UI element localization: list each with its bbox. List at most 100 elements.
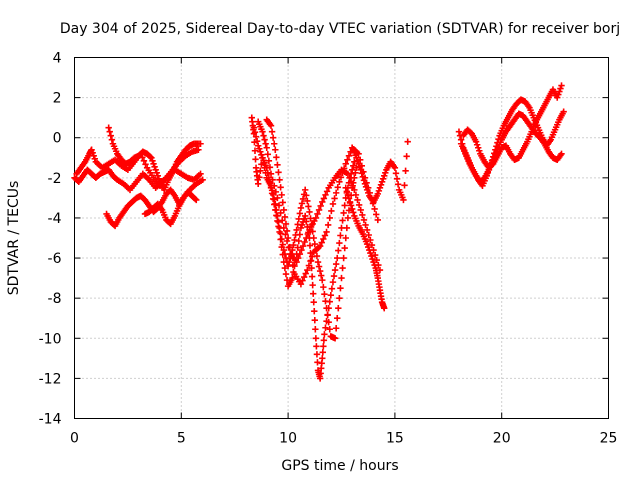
data-point [402, 167, 409, 175]
data-point [367, 249, 374, 257]
data-point [359, 211, 366, 219]
y-tick-label: -4 [48, 211, 62, 227]
data-point [258, 151, 265, 158]
data-point [351, 158, 358, 165]
data-point [307, 215, 314, 222]
data-point [252, 133, 260, 140]
data-point [197, 170, 204, 178]
data-point [374, 216, 382, 224]
data-point [272, 200, 279, 208]
data-point [151, 163, 158, 171]
data-point [105, 124, 112, 131]
data-point [320, 235, 327, 243]
data-point [360, 216, 368, 224]
data-point [365, 243, 372, 251]
data-point [361, 180, 369, 188]
data-point [455, 128, 463, 135]
data-point [274, 212, 281, 220]
data-point [343, 188, 351, 195]
data-point [271, 140, 278, 147]
data-point [259, 128, 266, 135]
data-point [371, 251, 379, 259]
data-point [311, 240, 318, 248]
data-point [347, 202, 355, 209]
data-point [272, 188, 280, 196]
data-point [317, 202, 324, 210]
data-point [278, 191, 285, 199]
data-point [309, 281, 316, 289]
data-point [318, 239, 325, 246]
data-point [379, 175, 387, 183]
data-point [344, 191, 352, 199]
data-point [353, 154, 360, 161]
data-point [324, 312, 331, 319]
y-axis-title: SDTVAR / TECUs [6, 181, 22, 296]
data-point [328, 207, 335, 215]
data-point [341, 202, 348, 209]
data-point [350, 209, 357, 216]
data-point [294, 244, 301, 251]
data-points [71, 82, 567, 382]
data-point [259, 154, 266, 161]
data-point [296, 250, 304, 258]
data-point [301, 238, 308, 246]
data-point [320, 343, 327, 350]
data-point [315, 206, 323, 214]
data-point [337, 174, 345, 181]
data-point [313, 343, 320, 350]
y-tick-label: 4 [53, 51, 62, 67]
data-point [274, 161, 281, 168]
data-point [262, 140, 269, 147]
data-point [344, 156, 351, 163]
data-point [195, 146, 202, 153]
x-tick-label: 5 [177, 431, 186, 447]
data-point [338, 224, 345, 232]
data-point [355, 201, 363, 209]
data-point [291, 236, 298, 244]
data-point [297, 224, 305, 232]
data-point [108, 136, 116, 143]
data-point [337, 284, 344, 292]
data-point [314, 210, 321, 218]
data-point [251, 129, 259, 136]
data-point [332, 260, 340, 268]
data-point [366, 246, 373, 254]
data-point [349, 182, 356, 190]
data-point [282, 231, 289, 238]
data-point [358, 170, 365, 177]
data-point [305, 262, 313, 269]
data-point [273, 206, 280, 214]
data-point [494, 139, 501, 146]
data-point [347, 178, 355, 186]
data-point [280, 206, 288, 214]
data-point [279, 241, 286, 248]
x-tick-label: 10 [279, 431, 297, 447]
data-point [483, 172, 490, 180]
data-point [304, 266, 311, 274]
data-point [269, 176, 276, 184]
y-tick-label: 2 [53, 91, 62, 107]
y-tick-label: -6 [48, 251, 62, 267]
data-point [400, 196, 407, 204]
data-point [306, 242, 314, 249]
data-point [299, 277, 306, 284]
data-point [252, 156, 259, 163]
data-point [88, 146, 95, 153]
data-point [285, 258, 293, 266]
data-point [326, 326, 333, 333]
data-point [363, 186, 371, 194]
data-point [306, 208, 313, 216]
data-point [367, 236, 374, 244]
data-point [558, 82, 565, 89]
data-point [556, 88, 563, 95]
y-tick-label: 0 [53, 131, 62, 147]
data-point [289, 274, 296, 282]
data-point [334, 184, 341, 191]
data-point [277, 184, 284, 191]
data-point [323, 228, 330, 236]
data-point [295, 254, 302, 262]
data-point [297, 204, 305, 212]
data-point [336, 239, 343, 247]
series-trace-i [263, 116, 382, 288]
